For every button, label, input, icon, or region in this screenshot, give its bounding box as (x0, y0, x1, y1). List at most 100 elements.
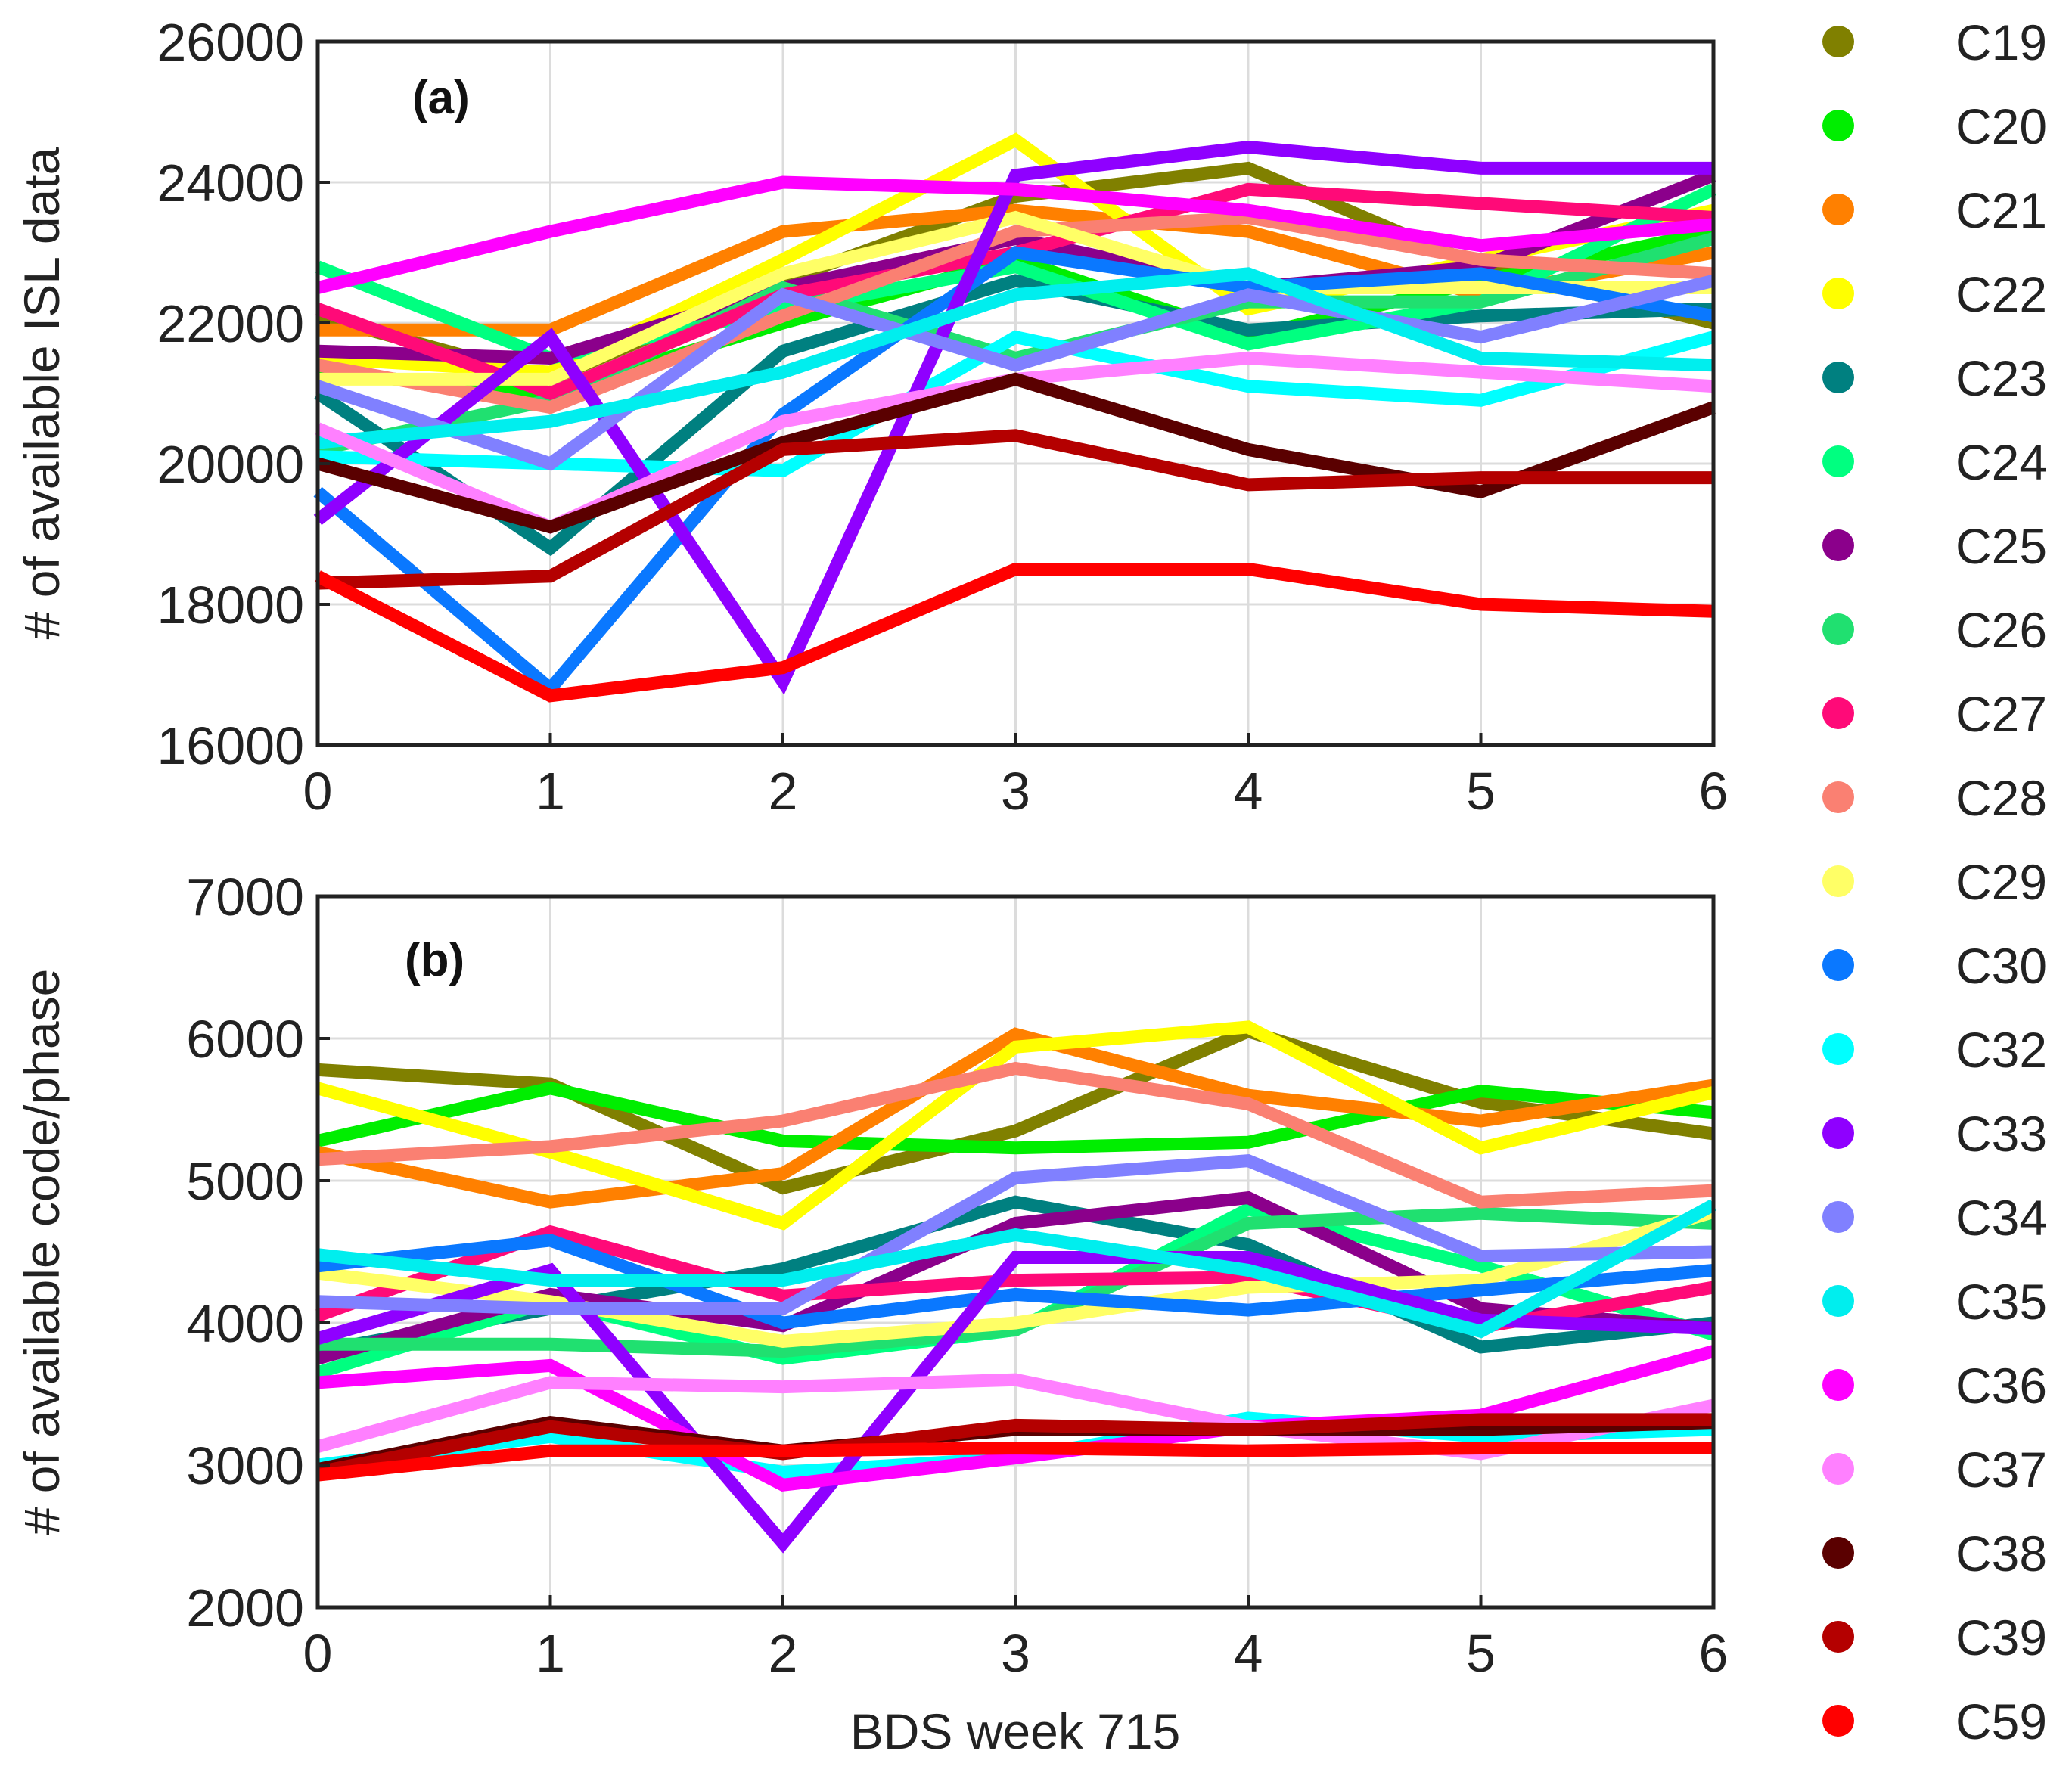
series-line-c29 (318, 210, 1713, 386)
y-tick-label: 5000 (186, 1152, 304, 1211)
x-tick-label: 5 (1466, 762, 1496, 821)
legend-label-c26: C26 (1956, 602, 2047, 658)
legend-label-c29: C29 (1956, 854, 2047, 910)
legend-marker-c25 (1822, 529, 1854, 561)
series-line-c34 (315, 274, 1715, 471)
legend-label-c21: C21 (1956, 182, 2047, 238)
series-line-c21 (316, 1027, 1715, 1209)
legend-label-c35: C35 (1956, 1274, 2047, 1330)
x-tick-label: 5 (1466, 1624, 1496, 1683)
legend-marker-c30 (1822, 949, 1854, 981)
series-line-c39 (316, 1413, 1713, 1479)
legend-marker-c21 (1822, 194, 1854, 225)
series-line-c29 (316, 1206, 1716, 1348)
legend-marker-c35 (1822, 1285, 1854, 1317)
legend-label-c22: C22 (1956, 266, 2047, 322)
legend-marker-c38 (1822, 1537, 1854, 1569)
series-line-c28 (317, 1061, 1714, 1209)
legend-label-c24: C24 (1956, 434, 2047, 490)
series-line-c26 (318, 1206, 1714, 1358)
series-line-c35 (317, 1199, 1717, 1339)
legend-marker-c26 (1822, 613, 1854, 645)
panel-a-lines (313, 132, 1716, 703)
legend-marker-c24 (1822, 445, 1854, 477)
panel-a-label: (a) (412, 72, 470, 124)
panel-b-ticks: 0 1 2 3 4 5 6 2000 3000 4000 5000 6000 7000 (186, 868, 1728, 1683)
legend-label-c32: C32 (1956, 1022, 2047, 1078)
y-tick-label: 7000 (186, 868, 304, 927)
panel-b-ylabel: # of available code/phase (14, 969, 70, 1535)
x-tick-label: 3 (1001, 762, 1030, 821)
series-line-c33 (313, 140, 1713, 695)
legend-marker-c32 (1822, 1033, 1854, 1065)
legend-marker-c36 (1822, 1369, 1854, 1401)
legend-marker-c34 (1822, 1201, 1854, 1233)
series-line-c33 (315, 1251, 1714, 1554)
series-line-c25 (315, 1191, 1714, 1365)
x-tick-label: 4 (1234, 762, 1263, 821)
x-tick-label: 1 (536, 1624, 565, 1683)
legend-label-c30: C30 (1956, 938, 2047, 994)
series-line-c20 (316, 1082, 1714, 1155)
legend-label-c34: C34 (1956, 1190, 2047, 1246)
legend-marker-c29 (1822, 865, 1854, 897)
legend-marker-c22 (1822, 278, 1854, 309)
legend-marker-c19 (1822, 26, 1854, 57)
legend-marker-c37 (1822, 1453, 1854, 1485)
series-line-c30 (317, 1234, 1714, 1330)
legend-marker-c23 (1822, 362, 1854, 393)
series-line-c23 (314, 274, 1714, 557)
legend-marker-c27 (1822, 697, 1854, 729)
x-tick-label: 6 (1699, 762, 1729, 821)
x-tick-label: 0 (303, 1624, 333, 1683)
series-line-c25 (317, 169, 1716, 365)
y-tick-label: 26000 (157, 13, 304, 72)
legend: C19 C20 C21 C22 C23 C24 C25 C26 C27 C28 C29 C30 C32 C… (1822, 14, 2047, 1749)
panel-b: 0 1 2 3 4 5 6 2000 3000 4000 5000 6000 7000 (b) # of… (14, 868, 1728, 1683)
legend-label-c36: C36 (1956, 1358, 2047, 1414)
x-tick-label: 0 (303, 762, 333, 821)
legend-label-c19: C19 (1956, 14, 2047, 70)
x-tick-label: 3 (1001, 1624, 1030, 1683)
legend-marker-c39 (1822, 1621, 1854, 1653)
x-tick-label: 6 (1699, 1624, 1729, 1683)
legend-marker-c33 (1822, 1117, 1854, 1149)
legend-marker-c59 (1822, 1705, 1854, 1737)
y-tick-label: 2000 (186, 1579, 304, 1638)
legend-label-c20: C20 (1956, 98, 2047, 154)
series-line-c59 (317, 1441, 1713, 1482)
series-line-c59 (315, 563, 1714, 703)
legend-label-c37: C37 (1956, 1442, 2047, 1498)
series-line-c35 (317, 267, 1714, 449)
legend-label-c33: C33 (1956, 1106, 2047, 1162)
legend-marker-c28 (1822, 781, 1854, 813)
y-tick-label: 6000 (186, 1010, 304, 1069)
series-line-c34 (317, 1154, 1714, 1315)
series-line-c39 (317, 429, 1713, 590)
series-line-c28 (316, 210, 1714, 414)
y-tick-label: 16000 (157, 716, 304, 775)
legend-label-c27: C27 (1956, 686, 2047, 742)
series-line-c26 (316, 232, 1716, 456)
legend-label-c38: C38 (1956, 1526, 2047, 1582)
y-tick-label: 4000 (186, 1294, 304, 1353)
legend-label-c39: C39 (1956, 1610, 2047, 1665)
legend-label-c25: C25 (1956, 518, 2047, 574)
series-line-c36 (316, 175, 1714, 294)
panel-a-ticks: 0 1 2 3 4 5 6 16000 18000 20000 22000 24000 26000 (157, 13, 1728, 821)
x-tick-label: 2 (769, 762, 798, 821)
y-tick-label: 20000 (157, 435, 304, 494)
panel-a: 0 1 2 3 4 5 6 16000 18000 20000 22000 24000 26000 (a… (14, 13, 1728, 821)
x-axis-label: BDS week 715 (850, 1703, 1181, 1759)
panel-b-label: (b) (405, 934, 464, 986)
panel-a-ylabel: # of available ISL data (14, 147, 70, 639)
x-tick-label: 4 (1234, 1624, 1263, 1683)
y-tick-label: 3000 (186, 1436, 304, 1495)
x-tick-label: 2 (769, 1624, 798, 1683)
y-tick-label: 18000 (157, 576, 304, 635)
y-tick-label: 22000 (157, 294, 304, 353)
legend-label-c59: C59 (1956, 1693, 2047, 1749)
series-line-c38 (315, 372, 1716, 534)
y-tick-label: 24000 (157, 154, 304, 213)
legend-marker-c20 (1822, 110, 1854, 141)
